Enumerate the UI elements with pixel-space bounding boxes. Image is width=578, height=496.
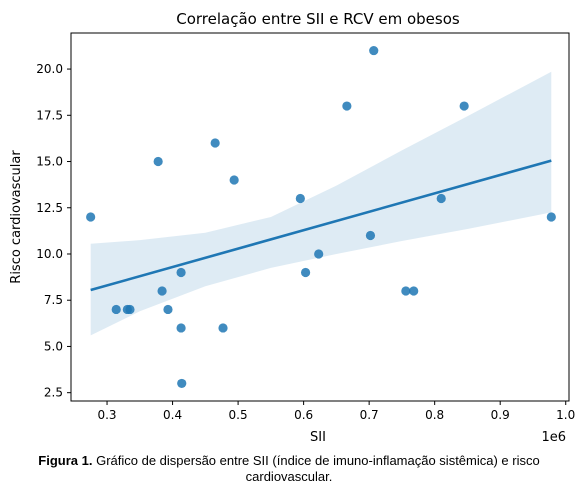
data-point [176, 323, 186, 333]
data-points-layer [86, 45, 556, 389]
caption-label: Figura 1. [38, 453, 93, 468]
data-point [300, 267, 311, 278]
x-tick-label: 0.9 [491, 408, 510, 422]
regression-line [90, 159, 552, 292]
data-point [295, 193, 305, 204]
plot-frame [70, 32, 570, 402]
x-tick-label: 0.8 [425, 408, 444, 422]
data-point [153, 156, 163, 167]
y-tick-label: 15.0 [36, 155, 63, 169]
y-tick-label: 20.0 [36, 62, 63, 76]
confidence-band-layer [90, 71, 552, 336]
data-point [436, 193, 446, 204]
y-axis-label: Risco cardiovascular [9, 150, 24, 284]
x-tick-label: 0.4 [163, 408, 182, 422]
data-point [401, 286, 411, 296]
data-point [111, 304, 121, 315]
x-tick-label: 0.3 [97, 408, 116, 422]
data-point [342, 101, 352, 111]
scatter-chart: Correlação entre SII e RCV em obesos 0.3… [9, 10, 575, 445]
y-tick-label: 5.0 [44, 339, 63, 353]
data-point [218, 323, 228, 333]
x-ticks: 0.3 0.4 0.5 0.6 0.7 0.8 0.9 1.0 [97, 401, 575, 422]
y-ticks: 2.5 5.0 7.5 10.0 12.5 15.0 17.5 20.0 [36, 62, 71, 400]
x-tick-label: 1.0 [556, 408, 575, 422]
caption-text: Gráfico de dispersão entre SII (índice d… [92, 453, 540, 484]
data-point [177, 378, 187, 389]
figure-caption: Figura 1. Gráfico de dispersão entre SII… [0, 453, 578, 485]
data-point [314, 249, 324, 259]
data-point [459, 101, 469, 111]
data-point [546, 212, 556, 222]
y-tick-label: 17.5 [36, 108, 63, 122]
confidence-band [90, 71, 552, 336]
data-point [86, 212, 96, 222]
y-tick-label: 7.5 [44, 293, 63, 307]
chart-title: Correlação entre SII e RCV em obesos [176, 10, 460, 28]
y-tick-label: 12.5 [36, 201, 63, 215]
data-point [176, 267, 186, 278]
y-tick-label: 2.5 [44, 386, 63, 400]
x-axis-label: SII [310, 430, 326, 445]
data-point [409, 286, 419, 296]
y-tick-label: 10.0 [36, 247, 63, 261]
data-point [365, 230, 376, 241]
x-offset-label: 1e6 [541, 430, 566, 445]
data-point [229, 175, 239, 185]
regression-line-layer [90, 159, 552, 292]
x-tick-label: 0.6 [294, 408, 313, 422]
x-tick-label: 0.5 [229, 408, 248, 422]
data-point [157, 286, 167, 296]
x-tick-label: 0.7 [360, 408, 379, 422]
data-point [125, 304, 135, 315]
data-point [210, 138, 220, 148]
data-point [369, 45, 379, 56]
data-point [163, 304, 173, 315]
